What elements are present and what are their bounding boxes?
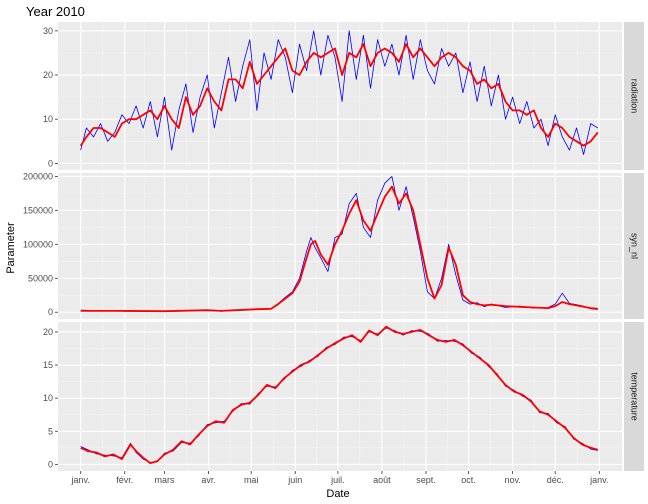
x-tick-label: juin <box>287 475 302 485</box>
series-line-smoothed-temperature <box>80 325 599 465</box>
x-tick-label: janv. <box>589 475 608 485</box>
panels: 0 10 20 30 radiation 0 50000 100000 150000 200000… <box>23 22 644 471</box>
panel-background <box>58 322 622 471</box>
y-tick-label: 0 <box>48 459 53 469</box>
y-tick-label: 0 <box>48 307 53 317</box>
panel-background <box>58 173 622 319</box>
x-tick-label: sept. <box>416 475 436 485</box>
x-tick-label: févr. <box>116 475 133 485</box>
y-tick-label: 5 <box>48 426 53 436</box>
x-tick-label: mai <box>244 475 259 485</box>
x-tick-label: juil. <box>330 475 345 485</box>
facet-strip-label: radiation <box>630 79 640 114</box>
y-tick-label: 20 <box>43 70 53 80</box>
panel-radiation: 0 10 20 30 radiation <box>43 22 644 170</box>
panel-syn_nl: 0 50000 100000 150000 200000 syn_nl <box>23 171 644 319</box>
y-tick-label: 10 <box>43 114 53 124</box>
y-axis-title: Parameter <box>5 222 17 274</box>
x-tick-label: nov. <box>504 475 520 485</box>
y-tick-label: 100000 <box>23 239 53 249</box>
x-tick-label: janv. <box>71 475 90 485</box>
series-line-smoothed-radiation <box>79 43 599 147</box>
y-tick-label: 30 <box>43 26 53 36</box>
series-line-daily-radiation <box>80 30 599 155</box>
x-axis: janv. févr. mars avr. mai juin juil. août sept. o… <box>71 471 608 485</box>
chart-title: Year 2010 <box>26 4 85 19</box>
series-line-smoothed-syn_nl <box>80 185 598 313</box>
y-tick-label: 10 <box>43 393 53 403</box>
facet-strip <box>624 173 644 319</box>
y-tick-label: 50000 <box>28 273 53 283</box>
y-tick-label: 20 <box>43 327 53 337</box>
x-tick-label: août <box>373 475 391 485</box>
y-tick-label: 15 <box>43 360 53 370</box>
facet-strip <box>624 322 644 471</box>
facet-strip-label: temperature <box>630 372 640 421</box>
y-tick-label: 150000 <box>23 205 53 215</box>
x-tick-label: oct. <box>461 475 476 485</box>
panel-temperature: 0 5 10 15 20 temperature <box>43 322 644 471</box>
y-tick-label: 0 <box>48 158 53 168</box>
facet-strip-label: syn_nl <box>630 233 640 259</box>
x-tick-label: avr. <box>201 475 216 485</box>
x-tick-label: mars <box>155 475 175 485</box>
x-axis-title: Date <box>326 488 349 500</box>
y-tick-label: 200000 <box>23 171 53 181</box>
facet-strip <box>624 22 644 170</box>
panel-background <box>58 22 622 170</box>
x-tick-label: déc. <box>547 475 564 485</box>
